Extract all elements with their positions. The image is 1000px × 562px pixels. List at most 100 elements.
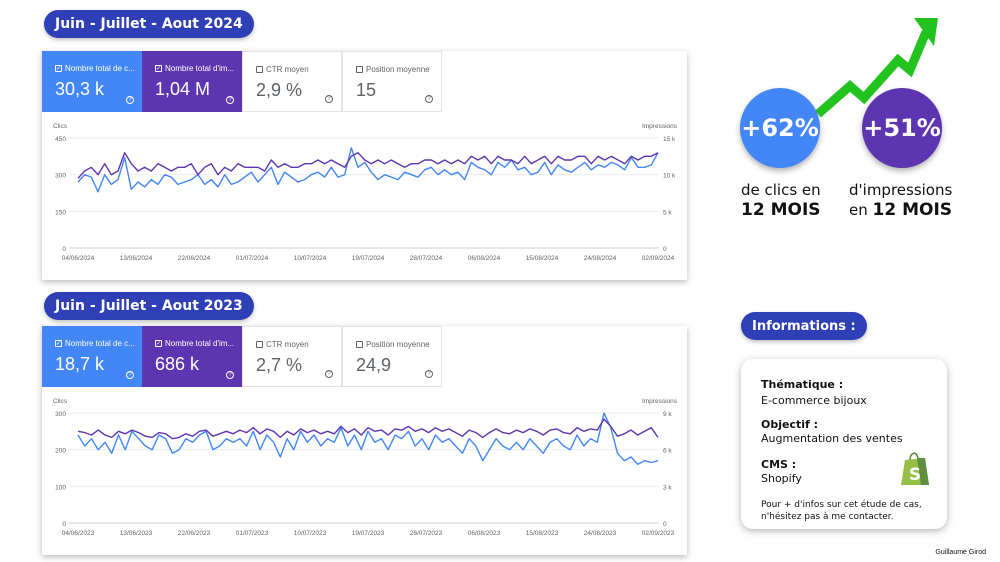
metric-value: 30,3 k xyxy=(55,79,105,99)
right-axis-title: Impressions xyxy=(642,398,678,405)
help-icon[interactable]: ? xyxy=(226,96,234,104)
x-axis-tick-label: 04/06/2024 xyxy=(62,255,95,262)
help-icon[interactable]: ? xyxy=(425,95,433,103)
metric-value: 686 k xyxy=(155,354,200,374)
clicks-series-line xyxy=(77,412,659,466)
search-console-panel-2024: ✓ Nombre total de c... 30,3 k ? ✓ Nombre t… xyxy=(42,51,687,280)
informations-title: Informations : xyxy=(741,312,867,340)
right-axis-tick-label: 9 k xyxy=(663,411,672,418)
left-axis-tick-label: 300 xyxy=(55,411,66,418)
metric-value: 18,7 k xyxy=(55,354,105,374)
clicks-growth-badge: +62% xyxy=(740,88,820,168)
contact-note: Pour + d'infos sur cet étude de cas, n'h… xyxy=(761,500,922,522)
left-axis-tick-label: 450 xyxy=(55,136,66,143)
checkbox-checked-icon[interactable]: ✓ xyxy=(55,65,62,72)
metric-card-clicks[interactable]: ✓ Nombre total de c... 18,7 k ? xyxy=(42,326,142,387)
help-icon[interactable]: ? xyxy=(425,370,433,378)
right-axis-tick-label: 0 xyxy=(663,246,667,253)
thematique-label: Thématique : xyxy=(761,378,844,391)
left-axis-tick-label: 0 xyxy=(62,521,66,528)
growth-arrow-icon xyxy=(815,18,938,118)
metric-value: 2,7 % xyxy=(256,355,303,375)
right-axis-tick-label: 3 k xyxy=(663,484,672,491)
x-axis-tick-label: 22/06/2023 xyxy=(178,530,211,537)
checkbox-checked-icon[interactable]: ✓ xyxy=(155,65,162,72)
x-axis-tick-label: 06/08/2023 xyxy=(468,530,501,537)
period-title-2024: Juin - Juillet - Aout 2024 xyxy=(44,10,254,38)
metric-value: 15 xyxy=(356,80,377,100)
metric-value: 1,04 M xyxy=(155,79,211,99)
impressions-growth-caption: d'impressions en 12 MOIS xyxy=(849,180,952,220)
x-axis-tick-label: 24/08/2023 xyxy=(584,530,617,537)
help-icon[interactable]: ? xyxy=(226,371,234,379)
metric-card-position[interactable]: Position moyenne 15 ? xyxy=(342,51,442,112)
performance-chart-2024: 450 300 150 0 15 k 10 k 5 k 0 Clics Impressions 04… xyxy=(53,123,678,262)
checkbox-checked-icon[interactable]: ✓ xyxy=(55,340,62,347)
metric-label: Nombre total de c... xyxy=(65,339,135,348)
x-axis-tick-label: 10/07/2023 xyxy=(294,530,327,537)
metric-label: Nombre total de c... xyxy=(65,64,135,73)
help-icon[interactable]: ? xyxy=(325,95,333,103)
left-axis-title: Clics xyxy=(53,398,68,405)
metric-label: Nombre total d'im... xyxy=(165,339,235,348)
checkbox-unchecked-icon[interactable] xyxy=(356,341,363,348)
cms-value: Shopify xyxy=(761,472,802,485)
x-axis-tick-label: 19/07/2023 xyxy=(352,530,385,537)
impressions-growth-badge: +51% xyxy=(862,88,942,168)
metric-card-ctr[interactable]: CTR moyen 2,7 % ? xyxy=(242,326,342,387)
metric-label: CTR moyen xyxy=(266,340,309,349)
gridlines xyxy=(69,137,659,249)
right-axis-tick-label: 10 k xyxy=(663,173,676,180)
metric-label: Position moyenne xyxy=(366,65,430,74)
left-axis-tick-label: 300 xyxy=(55,173,66,180)
objectif-value: Augmentation des ventes xyxy=(761,432,903,445)
metric-card-clicks[interactable]: ✓ Nombre total de c... 30,3 k ? xyxy=(42,51,142,112)
x-axis-tick-label: 13/06/2024 xyxy=(120,255,153,262)
x-axis-tick-label: 01/07/2023 xyxy=(236,530,269,537)
clicks-caption-line1: de clics en xyxy=(741,181,821,199)
metric-value: 24,9 xyxy=(356,355,392,375)
x-axis-tick-label: 02/09/2024 xyxy=(642,255,675,262)
clicks-series-line xyxy=(77,147,659,193)
right-axis-tick-label: 0 xyxy=(663,521,667,528)
period-title-2023: Juin - Juillet - Aout 2023 xyxy=(44,292,254,320)
right-axis-title: Impressions xyxy=(642,123,678,130)
x-axis-tick-label: 01/07/2024 xyxy=(236,255,269,262)
x-axis-tick-label: 13/06/2023 xyxy=(120,530,153,537)
info-card: Thématique : E-commerce bijoux Objectif … xyxy=(741,359,947,529)
left-axis-title: Clics xyxy=(53,123,68,130)
left-axis-tick-label: 200 xyxy=(55,448,66,455)
metric-value: 2,9 % xyxy=(256,80,303,100)
performance-chart-2023: 300 200 100 0 9 k 6 k 3 k 0 Clics Impressions 04/0… xyxy=(53,398,678,537)
impressions-caption-prefix: en xyxy=(849,201,873,219)
metric-label: Nombre total d'im... xyxy=(165,64,235,73)
help-icon[interactable]: ? xyxy=(126,96,134,104)
x-axis-tick-label: 28/07/2024 xyxy=(410,255,443,262)
metric-card-impressions[interactable]: ✓ Nombre total d'im... 1,04 M ? xyxy=(142,51,242,112)
checkbox-unchecked-icon[interactable] xyxy=(256,66,263,73)
objectif-label: Objectif : xyxy=(761,418,819,431)
metric-card-impressions[interactable]: ✓ Nombre total d'im... 686 k ? xyxy=(142,326,242,387)
impressions-series-line xyxy=(77,151,659,179)
metric-label: CTR moyen xyxy=(266,65,309,74)
author-credit: Guillaume Girod xyxy=(935,549,986,556)
metric-card-ctr[interactable]: CTR moyen 2,9 % ? xyxy=(242,51,342,112)
left-axis-tick-label: 0 xyxy=(62,246,66,253)
clicks-growth-caption: de clics en 12 MOIS xyxy=(741,180,821,220)
checkbox-checked-icon[interactable]: ✓ xyxy=(155,340,162,347)
x-axis-tick-label: 06/08/2024 xyxy=(468,255,501,262)
right-axis-tick-label: 5 k xyxy=(663,209,672,216)
help-icon[interactable]: ? xyxy=(126,371,134,379)
help-icon[interactable]: ? xyxy=(325,370,333,378)
impressions-caption-strong: 12 MOIS xyxy=(872,200,953,220)
checkbox-unchecked-icon[interactable] xyxy=(256,341,263,348)
x-axis-tick-label: 04/06/2023 xyxy=(62,530,95,537)
x-axis-tick-label: 24/08/2024 xyxy=(584,255,617,262)
left-axis-tick-label: 150 xyxy=(55,209,66,216)
svg-text:S: S xyxy=(909,465,921,485)
checkbox-unchecked-icon[interactable] xyxy=(356,66,363,73)
cms-label: CMS : xyxy=(761,458,797,471)
metric-card-position[interactable]: Position moyenne 24,9 ? xyxy=(342,326,442,387)
shopify-bag-icon: S xyxy=(901,452,929,485)
